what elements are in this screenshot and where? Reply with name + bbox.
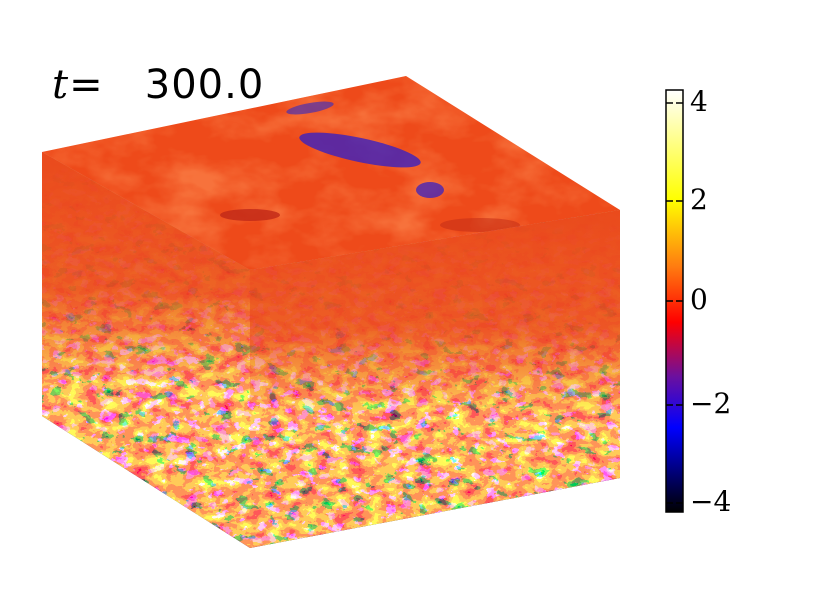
- colorbar-tick-label: 4: [690, 85, 708, 118]
- time-equals: =: [69, 62, 104, 108]
- vortex-streak: [299, 132, 421, 168]
- colorbar-ticks-marks: [666, 102, 683, 504]
- time-label: t= 300.0: [52, 62, 264, 108]
- vortex-streak: [286, 101, 334, 115]
- vortex-streak: [220, 209, 280, 221]
- colorbar-tick-label: −4: [690, 485, 732, 518]
- colorbar: [665, 89, 684, 513]
- colorbar-tick-label: 2: [690, 183, 708, 216]
- time-symbol: t: [52, 62, 70, 108]
- vortex-streak: [440, 218, 520, 232]
- colorbar-tick-label: −2: [690, 387, 732, 420]
- colorbar-tick-label: 0: [690, 283, 708, 316]
- time-value: 300.0: [144, 62, 265, 108]
- vortex-streak: [416, 182, 444, 198]
